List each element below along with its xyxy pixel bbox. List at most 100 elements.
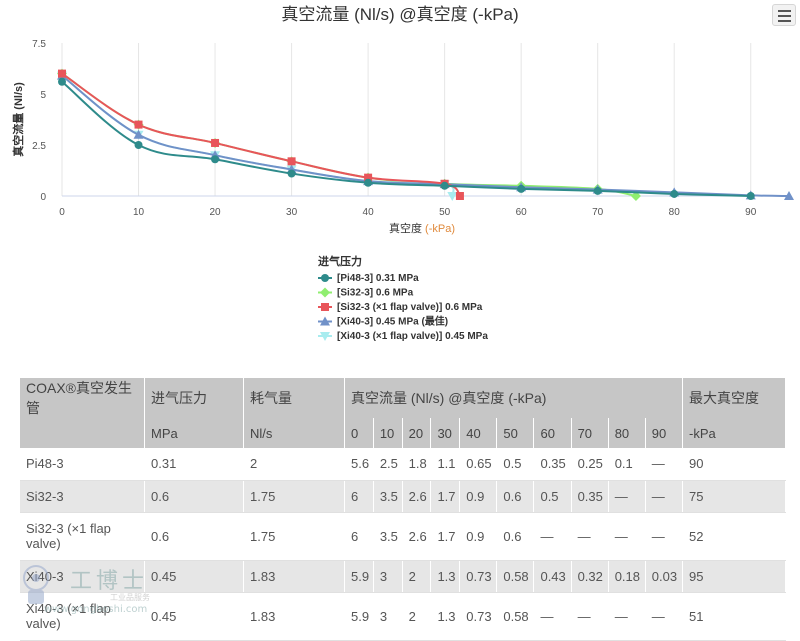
data-point [58,77,66,86]
x-tick-label: 70 [592,207,604,218]
x-tick-label: 10 [133,207,145,218]
table-body: Pi48-3 0.31 2 5.6 2.5 1.8 1.1 0.65 0.5 0.35 0.25 0.… [20,448,786,641]
cell-flow: 2 [402,592,432,641]
data-point [364,173,373,182]
legend-marker [320,287,330,298]
legend-marker [320,332,330,341]
cell-flow: 0.43 [533,560,572,593]
legend-item: [Pi48-3] 0.31 MPa [318,273,419,284]
cell-flow: — [533,512,572,561]
y-tick-label: 0 [40,192,46,203]
header-consumption: 耗气量 [243,378,345,418]
x-tick-label: 30 [286,207,298,218]
cell-flow: 1.3 [430,592,461,641]
cell-max-vacuum: 52 [682,512,786,561]
cell-flow: 3 [373,560,403,593]
cell-consumption: 1.83 [243,560,345,593]
cell-flow: — [645,512,684,561]
data-point [58,69,66,78]
cell-max-vacuum: 51 [682,592,786,641]
header-consumption-unit: Nl/s [243,418,345,448]
header-max-unit: -kPa [682,418,786,448]
cell-flow: 0.03 [645,560,684,593]
data-point [287,157,296,166]
cell-flow: 2 [402,560,432,593]
table-row: Pi48-3 0.31 2 5.6 2.5 1.8 1.1 0.65 0.5 0.35 0.25 0.… [20,448,786,481]
header-vacuum-level: 30 [430,418,461,448]
cell-flow: 0.9 [459,512,498,561]
cell-pressure: 0.6 [144,512,244,561]
y-tick-label: 5 [40,90,46,101]
legend-label: [Xi40-3] 0.45 MPa (最佳) [337,315,448,328]
chart-title: 真空流量 (Nl/s) @真空度 (-kPa) [281,5,518,24]
legend-marker [320,316,330,326]
legend-label: [Xi40-3 (×1 flap valve)] 0.45 MPa [337,331,488,342]
legend-label: [Si32-3] 0.6 MPa [337,288,414,299]
cell-flow: — [645,592,684,641]
table-row: Xi40-3 (×1 flap valve) 0.45 1.83 5.9 3 2 1.3 0.… [20,592,786,641]
cell-flow: — [608,592,646,641]
header-vacuum-level: 90 [645,418,684,448]
y-tick-label: 7.5 [32,39,46,50]
x-tick-label: 40 [363,207,375,218]
series-line [61,80,751,197]
cell-flow: 0.58 [496,560,535,593]
cell-pressure: 0.31 [144,448,244,481]
legend-title: 进气压力 [318,254,362,268]
cell-pressure: 0.6 [144,480,244,513]
cell-max-vacuum: 90 [682,448,786,481]
cell-flow: 2.6 [402,480,432,513]
legend-item: [Xi40-3] 0.45 MPa (最佳) [318,315,448,328]
series-4 [57,71,458,201]
cell-flow: 6 [344,480,374,513]
header-vacuum-level: 0 [344,418,374,448]
cell-max-vacuum: 95 [682,560,786,593]
header-vacuum-level: 20 [402,418,432,448]
table-units-row: MPa Nl/s 0 10 20 30 40 50 60 70 80 90 -kPa [20,418,786,448]
series-2 [58,69,464,200]
cell-pressure: 0.45 [144,560,244,593]
legend-label: [Si32-3 (×1 flap valve)] 0.6 MPa [337,302,483,313]
series-line [61,72,637,197]
cell-flow: 0.65 [459,448,498,481]
data-point [364,178,373,187]
legend-item: [Si32-3 (×1 flap valve)] 0.6 MPa [318,302,483,313]
header-vacuum-level: 70 [571,418,609,448]
x-tick-label: 20 [209,207,221,218]
cell-flow: 0.6 [496,480,535,513]
data-point [440,181,449,190]
cell-product: Si32-3 [20,480,145,513]
cell-flow: 2.6 [402,512,432,561]
cell-consumption: 1.75 [243,512,345,561]
cell-flow: 0.35 [571,480,609,513]
cell-product: Xi40-3 [20,560,145,593]
cell-flow: 1.1 [430,448,461,481]
cell-flow: 0.5 [496,448,535,481]
y-tick-label: 2.5 [32,141,46,152]
cell-flow: 0.18 [608,560,646,593]
cell-max-vacuum: 75 [682,480,786,513]
legend-label: [Pi48-3] 0.31 MPa [337,273,419,284]
cell-flow: 0.1 [608,448,646,481]
data-point [211,155,220,164]
header-vacuum-level: 50 [496,418,535,448]
cell-flow: 1.8 [402,448,432,481]
header-blank [20,418,145,448]
data-point [517,184,526,193]
data-point [287,169,296,178]
cell-flow: 6 [344,512,374,561]
cell-flow: — [533,592,572,641]
hamburger-menu-icon[interactable] [772,4,796,26]
series-line [61,74,455,197]
table-row: Si32-3 0.6 1.75 6 3.5 2.6 1.7 0.9 0.6 0.5 0.35— —75 [20,480,786,513]
cell-flow: 5.6 [344,448,374,481]
cell-flow: — [571,592,609,641]
cell-flow: 1.3 [430,560,461,593]
cell-flow: 3 [373,592,403,641]
data-table: COAX®真空发生管 进气压力 耗气量 真空流量 (Nl/s) @真空度 (-k… [20,378,786,641]
table-row: Si32-3 (×1 flap valve) 0.6 1.75 6 3.5 2.6 1.7 0… [20,512,786,561]
data-point [746,192,755,200]
cell-flow: 0.25 [571,448,609,481]
header-pressure: 进气压力 [144,378,244,418]
header-vacuum-level: 60 [533,418,572,448]
